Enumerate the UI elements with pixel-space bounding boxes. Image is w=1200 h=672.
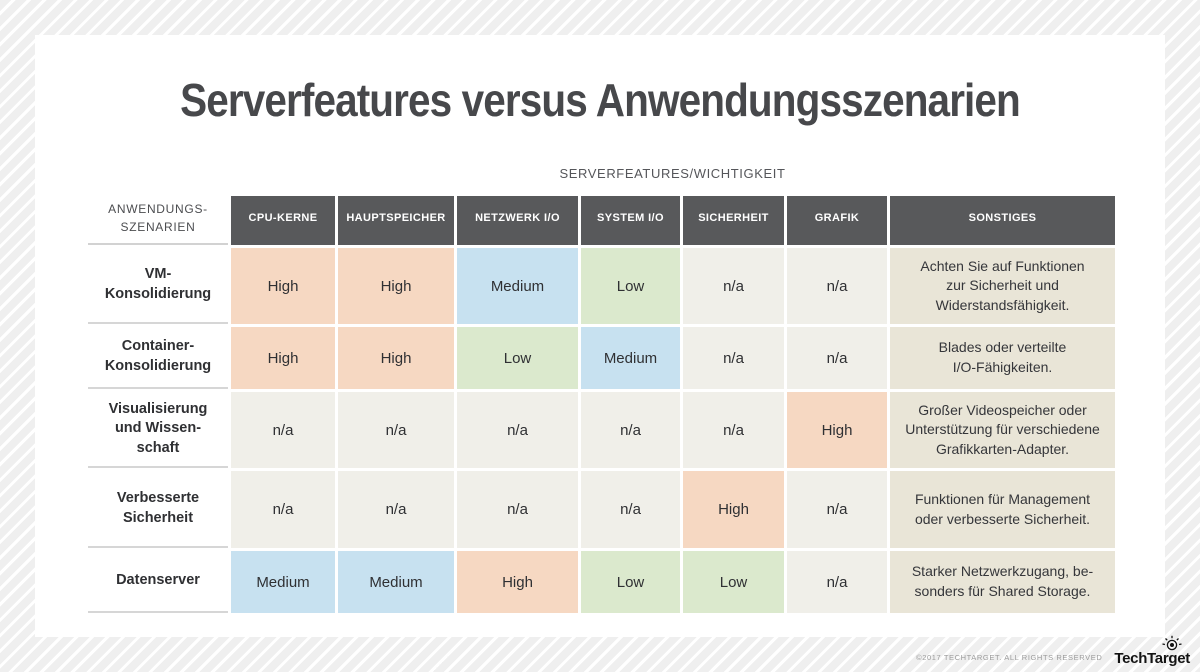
notes-cell: Großer Videospeicher oder Unterstützung …: [890, 392, 1115, 468]
brand-wordmark: TechTarget: [1114, 650, 1190, 667]
column-header-sonstiges: SONSTIGES: [890, 196, 1115, 245]
column-header-grafik: GRAFIK: [787, 196, 887, 245]
value-cell: High: [457, 551, 578, 613]
row-label: Visualisierung und Wissen- schaft: [88, 392, 228, 468]
value-cell: n/a: [683, 248, 784, 324]
column-header-sicherheit: SICHERHEIT: [683, 196, 784, 245]
row-label: Datenserver: [88, 551, 228, 613]
value-cell: n/a: [338, 471, 454, 548]
value-cell: Low: [581, 248, 680, 324]
notes-cell: Starker Netzwerkzugang, be- sonders für …: [890, 551, 1115, 613]
value-cell: n/a: [683, 392, 784, 468]
row-label: VM- Konsolidierung: [88, 248, 228, 324]
value-cell: Low: [683, 551, 784, 613]
value-cell: Medium: [581, 327, 680, 389]
value-cell: n/a: [457, 392, 578, 468]
row-axis-label: ANWENDUNGS- SZENARIEN: [88, 196, 228, 245]
value-cell: n/a: [338, 392, 454, 468]
column-header-system-io: SYSTEM I/O: [581, 196, 680, 245]
page-footer: ©2017 TECHTARGET. ALL RIGHTS RESERVED Te…: [916, 635, 1194, 667]
eye-icon: [1162, 635, 1182, 651]
feature-table: ANWENDUNGS- SZENARIEN CPU-KERNE HAUPTSPE…: [88, 196, 1115, 613]
value-cell: High: [231, 248, 335, 324]
page-title: Serverfeatures versus Anwendungsszenarie…: [180, 74, 1021, 126]
value-cell: n/a: [683, 327, 784, 389]
value-cell: n/a: [457, 471, 578, 548]
value-cell: Medium: [338, 551, 454, 613]
value-cell: n/a: [787, 327, 887, 389]
row-label: Container- Konsolidierung: [88, 327, 228, 389]
value-cell: Low: [581, 551, 680, 613]
column-header-netzwerk-io: NETZWERK I/O: [457, 196, 578, 245]
value-cell: Medium: [231, 551, 335, 613]
notes-cell: Achten Sie auf Funktionen zur Sicherheit…: [890, 248, 1115, 324]
value-cell: n/a: [231, 471, 335, 548]
content-card: Serverfeatures versus Anwendungsszenarie…: [35, 35, 1165, 637]
value-cell: Low: [457, 327, 578, 389]
value-cell: High: [338, 327, 454, 389]
value-cell: n/a: [581, 392, 680, 468]
value-cell: Medium: [457, 248, 578, 324]
copyright-text: ©2017 TECHTARGET. ALL RIGHTS RESERVED: [916, 653, 1103, 662]
notes-cell: Funktionen für Management oder verbesser…: [890, 471, 1115, 548]
value-cell: High: [787, 392, 887, 468]
column-header-hauptspeicher: HAUPTSPEICHER: [338, 196, 454, 245]
value-cell: n/a: [787, 551, 887, 613]
value-cell: n/a: [787, 248, 887, 324]
value-cell: n/a: [787, 471, 887, 548]
value-cell: High: [683, 471, 784, 548]
row-label: Verbesserte Sicherheit: [88, 471, 228, 548]
value-cell: High: [231, 327, 335, 389]
value-cell: n/a: [231, 392, 335, 468]
value-cell: High: [338, 248, 454, 324]
column-header-cpu-kerne: CPU-KERNE: [231, 196, 335, 245]
techtarget-logo: TechTarget: [1114, 635, 1194, 667]
value-cell: n/a: [581, 471, 680, 548]
notes-cell: Blades oder verteilte I/O-Fähigkeiten.: [890, 327, 1115, 389]
table-caption: SERVERFEATURES/WICHTIGKEIT: [559, 166, 786, 181]
